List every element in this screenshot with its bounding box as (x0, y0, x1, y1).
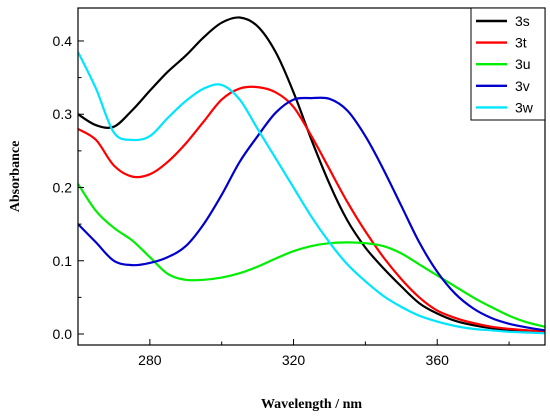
y-tick-label: 0.4 (53, 33, 73, 49)
legend-label-3u: 3u (515, 56, 531, 72)
series-line-3u (78, 183, 545, 328)
x-tick-label: 320 (282, 352, 306, 368)
legend-label-3t: 3t (515, 35, 527, 51)
y-axis: 0.0 0.1 0.2 0.3 0.4 (53, 33, 84, 342)
legend-label-3w: 3w (515, 99, 534, 115)
series-line-3s (78, 16, 545, 334)
y-axis-title: Absorbance (8, 141, 23, 213)
series-line-3t (78, 85, 545, 333)
legend-label-3v: 3v (515, 78, 530, 94)
x-tick-label: 360 (426, 352, 450, 368)
y-tick-label: 0.0 (53, 326, 73, 342)
series-line-3v (78, 96, 545, 332)
series-layer (78, 16, 545, 335)
y-tick-label: 0.2 (53, 179, 73, 195)
x-tick-label: 280 (138, 352, 162, 368)
legend-label-3s: 3s (515, 13, 530, 29)
y-tick-label: 0.3 (53, 106, 73, 122)
x-axis: 280 320 360 (77, 339, 510, 368)
legend: 3s 3t 3u 3v 3w (470, 7, 546, 121)
x-axis-title: Wavelength / nm (261, 397, 362, 412)
y-tick-label: 0.1 (53, 253, 73, 269)
series-line-3w (78, 51, 545, 335)
plot-frame (77, 7, 546, 346)
